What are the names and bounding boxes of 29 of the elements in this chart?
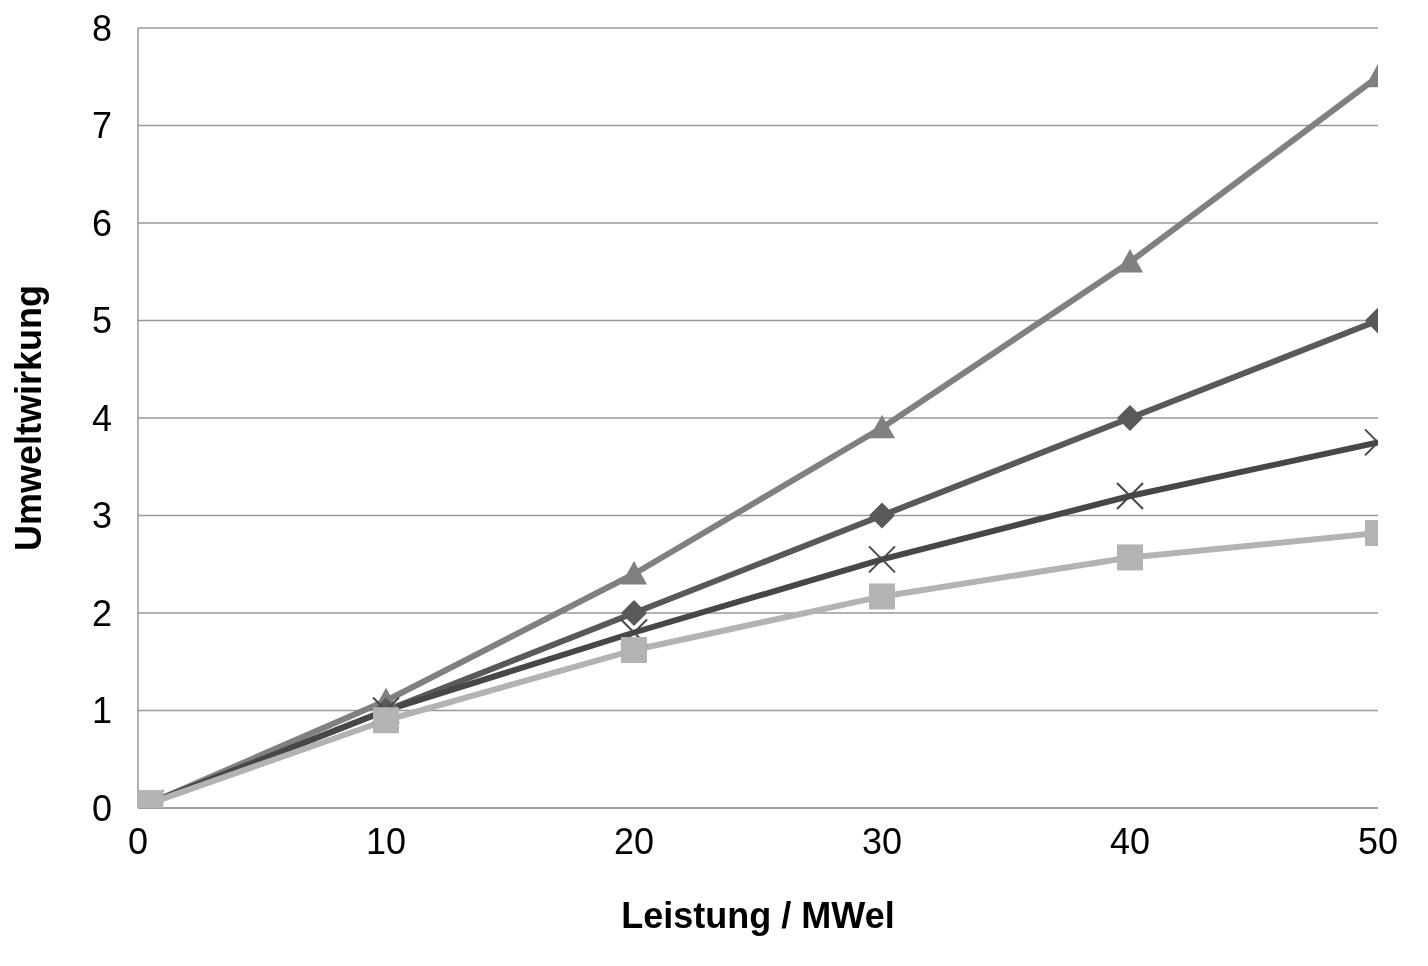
x-tick-label: 50 — [1357, 820, 1399, 862]
point — [868, 545, 896, 574]
point — [1117, 544, 1143, 571]
y-tick-label: 6 — [91, 202, 112, 244]
x-axis-title: Leistung / MWel — [621, 895, 895, 936]
point — [1117, 249, 1143, 273]
point — [621, 600, 647, 626]
y-tick-label: 0 — [91, 787, 112, 829]
point — [373, 707, 399, 734]
x-tick-label: 20 — [613, 820, 655, 862]
y-tick-label: 8 — [91, 7, 112, 49]
y-tick-label: 3 — [91, 495, 112, 537]
y-tick-label: 2 — [91, 592, 112, 634]
x-tick-label: 10 — [365, 820, 407, 862]
x-tick-label: 0 — [127, 820, 149, 862]
y-tick-label: 7 — [91, 105, 112, 147]
point — [869, 414, 895, 439]
y-tick-label: 1 — [91, 690, 112, 732]
point — [1116, 482, 1144, 510]
y-tick-label: 4 — [91, 397, 112, 439]
x-tick-label: 40 — [1109, 820, 1151, 862]
x-tick-label: 30 — [861, 820, 903, 862]
point — [869, 502, 895, 529]
point — [1117, 405, 1143, 431]
point — [621, 637, 647, 664]
point — [621, 561, 647, 585]
y-tick-label: 5 — [91, 300, 112, 342]
y-axis-title: Umweltwirkung — [7, 284, 49, 552]
point — [869, 583, 895, 610]
